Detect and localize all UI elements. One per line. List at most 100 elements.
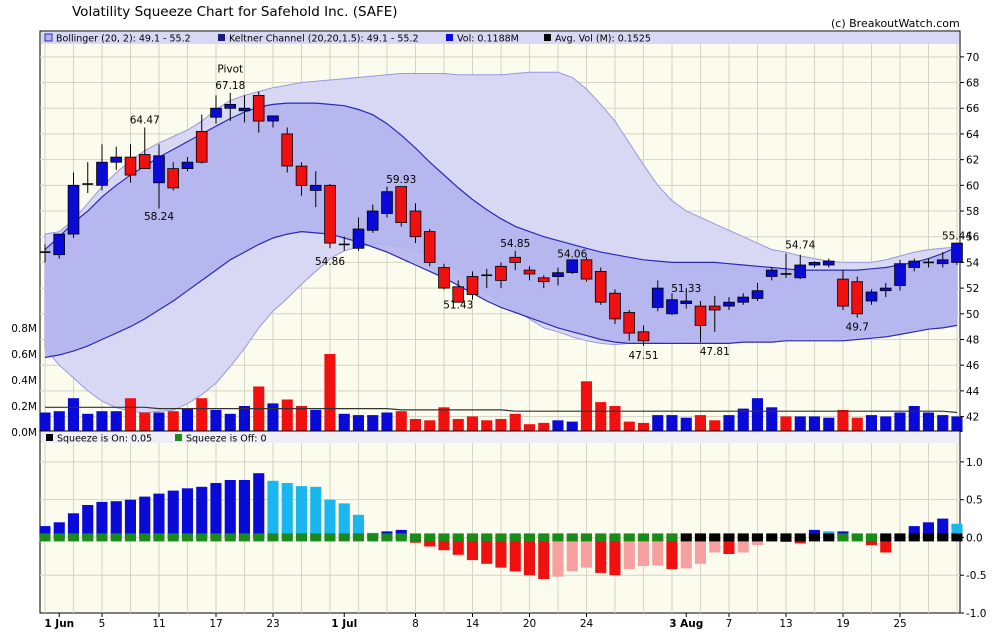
volume-tick-label: 0.4M: [11, 375, 37, 387]
x-tick-label: 1 Jul: [331, 618, 357, 630]
squeeze-dot: [880, 533, 892, 542]
squeeze-dot: [153, 533, 165, 542]
candle-body: [637, 331, 650, 342]
volume-bar: [39, 412, 51, 432]
squeeze-indicators: [39, 533, 963, 542]
volume-bar: [609, 406, 621, 432]
candle-body: [708, 305, 721, 311]
momentum-bar: [937, 518, 949, 538]
volume-bar: [837, 409, 849, 432]
momentum-bar: [53, 522, 65, 538]
volume-bar: [951, 416, 963, 432]
price-annotation: 58.24: [144, 211, 174, 223]
keltner-legend: Keltner Channel (20,20,1.5): 49.1 - 55.2: [229, 34, 419, 45]
price-annotation: 51.33: [671, 283, 701, 295]
volume-bar: [937, 415, 949, 432]
volume-bar: [367, 415, 379, 432]
candle-body: [666, 299, 678, 315]
squeeze-dot: [96, 533, 108, 542]
momentum-bar: [509, 537, 521, 572]
candle-body: [951, 242, 963, 263]
volume-bar: [737, 408, 749, 432]
candle-body: [195, 130, 208, 163]
squeeze-dot: [324, 533, 336, 542]
candle-body: [737, 296, 749, 303]
squeeze-dot: [267, 533, 279, 542]
candle-body: [566, 259, 578, 273]
price-annotation: 54.86: [315, 256, 345, 268]
x-tick-label: 13: [779, 618, 792, 630]
squeeze-dot: [39, 533, 51, 542]
price-tick-label: 48: [966, 334, 979, 346]
momentum-bar: [281, 483, 293, 538]
candle-body: [651, 287, 664, 308]
candle-body: [67, 184, 80, 235]
squeeze-dot: [595, 533, 607, 542]
squeeze-dot: [680, 533, 692, 542]
price-tick-label: 52: [966, 283, 979, 295]
momentum-bar: [438, 537, 450, 551]
squeeze-dot: [523, 533, 535, 542]
volume-bar: [466, 416, 478, 432]
momentum-panel: -1.0 -0.5 0.0 0.5 1.0 Squeeze is On: 0.05 Sq…: [39, 430, 987, 620]
volume-bar: [224, 413, 236, 432]
squeeze-dot: [196, 533, 208, 542]
volume-bar: [794, 416, 806, 432]
candle-body: [609, 292, 621, 320]
candle-body: [879, 287, 892, 292]
momentum-tick-label: 1.0: [966, 457, 983, 469]
candle-body: [680, 300, 692, 304]
candle-body: [295, 165, 308, 186]
volume-bars: [39, 354, 963, 432]
squeeze-dot: [951, 533, 963, 542]
squeeze-dot: [694, 533, 706, 542]
price-annotation: 54.06: [557, 248, 587, 260]
volume-bar: [53, 411, 65, 432]
candle-body: [224, 104, 237, 109]
candle-body: [438, 267, 450, 289]
x-tick-label: 1 Jun: [44, 618, 74, 630]
candle-body: [366, 210, 379, 231]
momentum-bar: [82, 505, 94, 538]
momentum-bar: [737, 537, 749, 553]
price-tick-label: 66: [966, 103, 980, 115]
candle-body: [409, 210, 422, 238]
squeeze-dot: [709, 533, 721, 542]
momentum-bar: [139, 496, 151, 538]
volume-bar: [210, 409, 222, 432]
volume-bar: [808, 416, 820, 432]
squeeze-dot: [538, 533, 550, 542]
squeeze-dot: [937, 533, 949, 542]
price-tick-label: 54: [966, 257, 980, 269]
momentum-bar: [694, 537, 706, 564]
volume-bar: [324, 354, 336, 432]
volume-bar: [780, 416, 792, 432]
volume-bar: [438, 407, 450, 432]
price-annotation: 51.43: [443, 300, 473, 312]
squeeze-dot: [837, 533, 849, 542]
momentum-bar: [352, 514, 364, 538]
candle-body: [309, 184, 322, 191]
x-tick-label: 17: [209, 618, 222, 630]
volume-bar: [523, 424, 535, 432]
volume-bar: [538, 422, 550, 432]
bollinger-legend-swatch: [44, 33, 53, 42]
squeeze-dot: [751, 533, 763, 542]
candle-body: [96, 161, 108, 186]
candle-body: [851, 281, 863, 315]
squeeze-dot: [139, 533, 151, 542]
momentum-bar: [267, 480, 279, 538]
volume-bar: [751, 398, 763, 432]
volume-bar: [238, 406, 250, 432]
momentum-tick-label: -0.5: [966, 570, 987, 582]
momentum-bar: [552, 537, 564, 577]
momentum-bar: [210, 483, 222, 538]
candle-body: [865, 291, 878, 302]
volume-bar: [580, 381, 592, 432]
candle-body: [267, 115, 279, 122]
squeeze-dot: [908, 533, 920, 542]
squeeze-dot: [851, 533, 863, 542]
squeeze-dot: [865, 533, 877, 542]
candle-body: [794, 264, 806, 279]
squeeze-dot: [922, 533, 934, 542]
